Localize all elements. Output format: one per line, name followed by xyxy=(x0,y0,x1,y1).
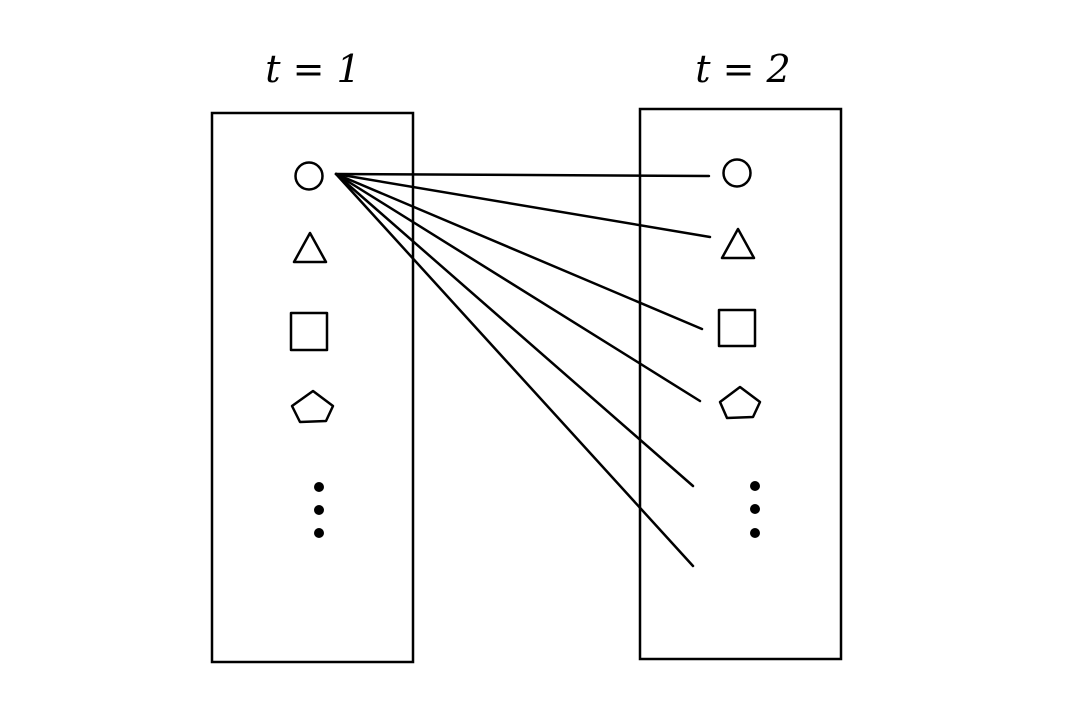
left-circle-icon xyxy=(294,161,324,191)
left-ellipsis-dot xyxy=(314,482,324,492)
left-panel-title: t = 1 xyxy=(265,47,360,91)
edge-to-beyond xyxy=(334,172,695,568)
edge-to-pentagon xyxy=(334,172,702,403)
right-circle-icon xyxy=(722,158,752,188)
connection-lines xyxy=(334,172,712,568)
right-panel-shapes xyxy=(717,158,762,538)
left-ellipsis-dot xyxy=(314,528,324,538)
left-panel-shapes xyxy=(289,161,335,538)
edge-to-ellipsis xyxy=(334,172,695,488)
edge-to-square xyxy=(334,172,704,331)
left-vertical-ellipsis-icon xyxy=(314,482,324,538)
left-ellipsis-dot xyxy=(314,505,324,515)
right-ellipsis-dot xyxy=(750,504,760,514)
left-triangle-icon xyxy=(292,231,328,264)
right-ellipsis-dot xyxy=(750,528,760,538)
left-panel-box xyxy=(210,111,415,664)
right-panel-title: t = 2 xyxy=(695,47,790,91)
right-pentagon-icon xyxy=(718,385,762,420)
left-square-icon xyxy=(289,311,329,352)
right-panel-box xyxy=(638,107,843,661)
right-triangle-icon xyxy=(720,227,756,260)
left-pentagon-icon xyxy=(290,389,335,424)
right-square-icon xyxy=(717,308,757,348)
edge-to-triangle xyxy=(334,172,712,239)
edge-to-circle xyxy=(334,172,711,178)
right-ellipsis-dot xyxy=(750,481,760,491)
right-vertical-ellipsis-icon xyxy=(750,481,760,538)
